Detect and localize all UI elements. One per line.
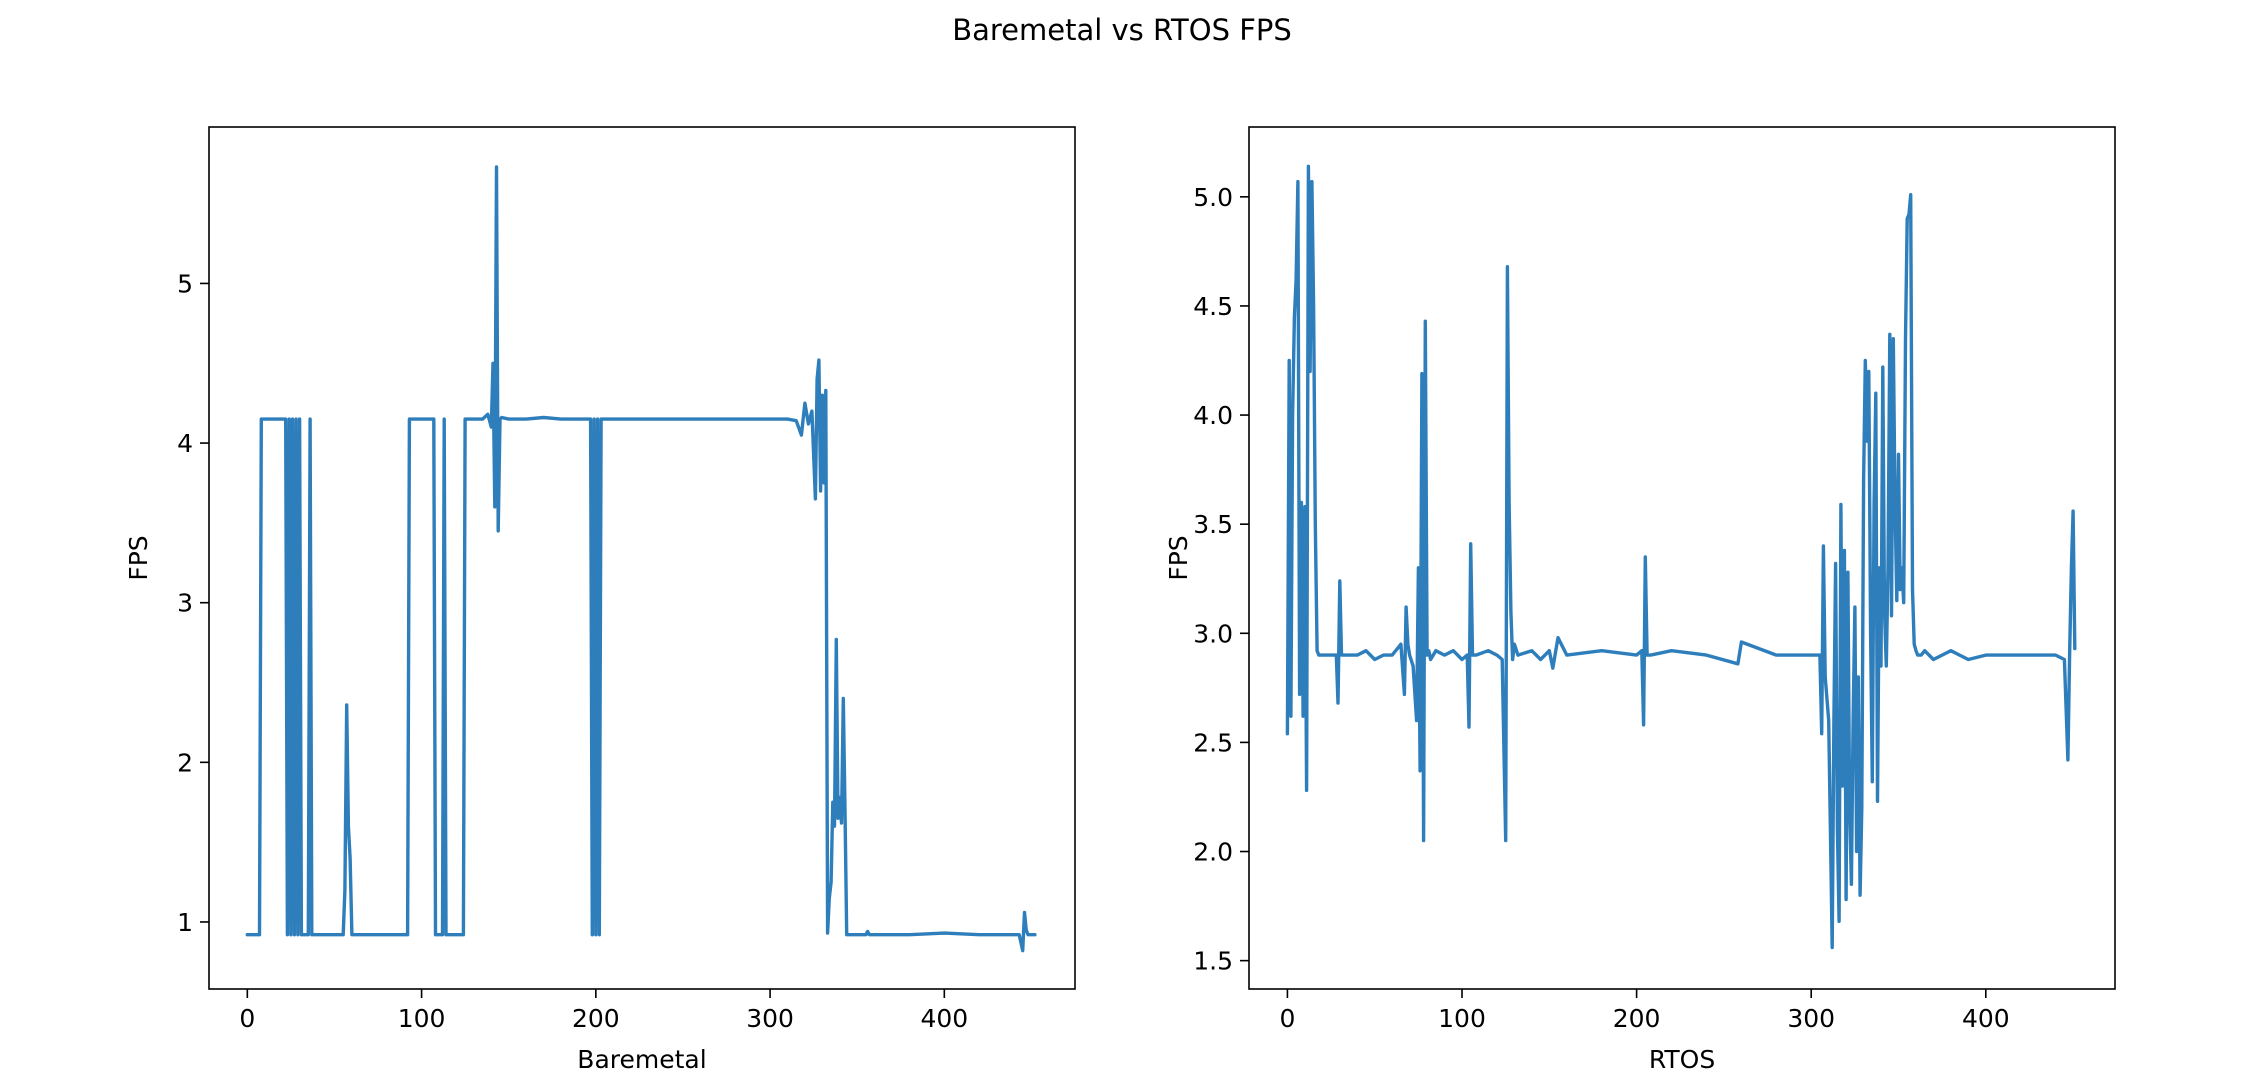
rtos-y-tick-label: 1.5: [1193, 947, 1233, 976]
rtos-y-tick-label: 3.0: [1193, 619, 1233, 648]
rtos-x-tick-label: 0: [1279, 1004, 1295, 1033]
baremetal-x-tick-label: 200: [572, 1004, 620, 1033]
baremetal-y-tick-label: 1: [177, 908, 193, 937]
rtos-axes-frame: [1248, 126, 2116, 990]
rtos-y-tick-label: 3.5: [1193, 510, 1233, 539]
chart-rtos: 0 100 200 300 400 1.5 2.0 2.5 3.0 3.5 4.0 4.5 5.0 RTO…: [1164, 126, 2116, 1074]
figure-title: Baremetal vs RTOS FPS: [952, 13, 1292, 47]
baremetal-x-tick-label: 400: [920, 1004, 968, 1033]
rtos-x-tick-label: 300: [1787, 1004, 1835, 1033]
rtos-x-tick-label: 400: [1962, 1004, 2010, 1033]
rtos-y-tick-label: 4.5: [1193, 292, 1233, 321]
rtos-x-tick-label: 200: [1613, 1004, 1661, 1033]
rtos-y-tick-label: 2.0: [1193, 838, 1233, 867]
baremetal-x-axis-label: Baremetal: [577, 1045, 706, 1074]
baremetal-x-tick-label: 100: [398, 1004, 446, 1033]
baremetal-y-tick-label: 2: [177, 748, 193, 777]
baremetal-axes-frame: [208, 126, 1076, 990]
baremetal-series-line-0: [245, 165, 1037, 953]
baremetal-x-tick-label: 0: [239, 1004, 255, 1033]
baremetal-y-tick-label: 4: [177, 429, 193, 458]
rtos-y-tick-label: 5.0: [1193, 183, 1233, 212]
baremetal-y-axis-label: FPS: [124, 535, 153, 580]
rtos-y-tick-label: 4.0: [1193, 401, 1233, 430]
baremetal-y-tick-label: 3: [177, 589, 193, 618]
baremetal-y-tick-label: 5: [177, 269, 193, 298]
rtos-x-tick-label: 100: [1438, 1004, 1486, 1033]
rtos-y-tick-label: 2.5: [1193, 728, 1233, 757]
rtos-x-axis-label: RTOS: [1649, 1045, 1715, 1074]
rtos-series-line-0: [1285, 164, 2077, 950]
chart-baremetal: 0 100 200 300 400 1 2 3 4 5 Baremetal FPS: [124, 126, 1076, 1074]
rtos-y-axis-label: FPS: [1164, 535, 1193, 580]
baremetal-x-tick-label: 300: [746, 1004, 794, 1033]
